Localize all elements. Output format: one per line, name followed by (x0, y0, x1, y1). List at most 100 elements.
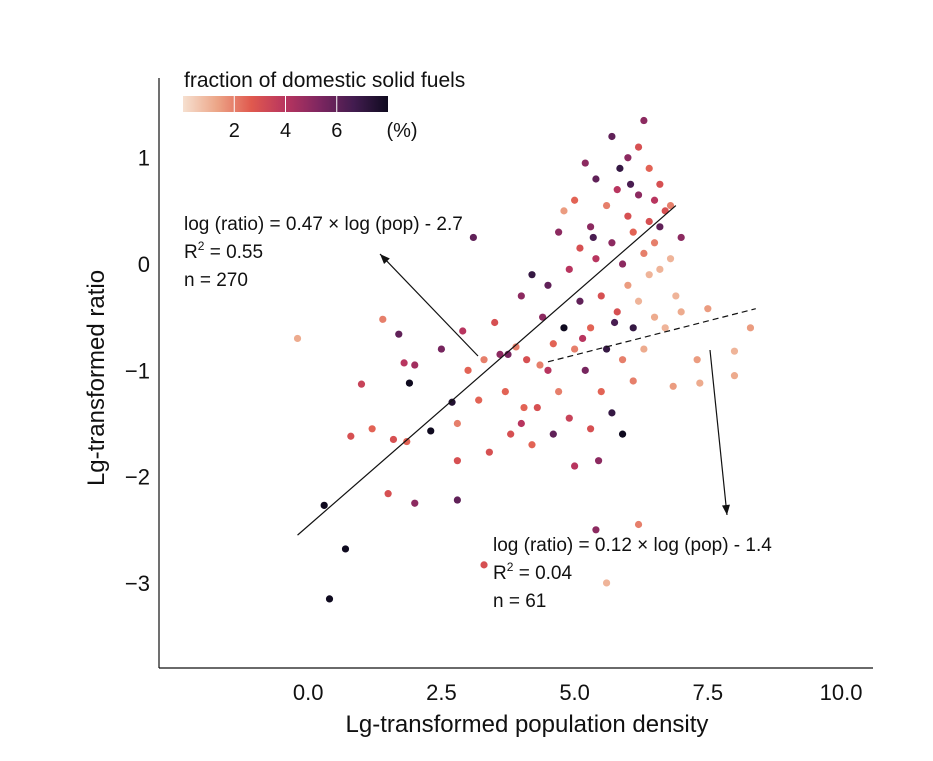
data-point (581, 366, 589, 374)
data-point (610, 318, 619, 327)
data-point (576, 244, 584, 252)
y-tick-label: 1 (138, 146, 150, 171)
data-point (602, 345, 611, 353)
colorbar-tick-label: 6 (331, 120, 342, 142)
data-point (634, 143, 643, 151)
data-point (629, 228, 637, 236)
data-point (608, 239, 616, 247)
data-point (555, 228, 563, 236)
data-point (427, 427, 435, 435)
colorbar-title: fraction of domestic solid fuels (184, 69, 465, 92)
data-point (730, 347, 739, 355)
data-point (746, 324, 755, 332)
arrow-head (380, 254, 390, 264)
data-point (634, 191, 643, 199)
fit-n-1: n = 270 (184, 270, 248, 291)
data-point (485, 448, 493, 456)
data-point (395, 330, 403, 338)
data-point (661, 324, 669, 332)
data-point (640, 345, 648, 353)
data-point (597, 292, 605, 300)
data-point (560, 207, 568, 215)
data-point (618, 260, 627, 268)
fit-n-2: n = 61 (493, 591, 546, 612)
data-point (592, 255, 600, 263)
data-point (411, 499, 419, 507)
r2-label: R (184, 242, 198, 263)
data-point (645, 271, 653, 279)
data-point (640, 249, 648, 258)
data-point (405, 379, 414, 387)
data-point (586, 324, 595, 332)
data-point (616, 164, 624, 172)
data-points (293, 116, 755, 603)
arrow-shaft (709, 349, 728, 516)
data-point (520, 403, 528, 412)
data-point (640, 116, 648, 125)
data-point (645, 164, 653, 172)
data-point (576, 297, 584, 305)
data-point (325, 595, 334, 603)
data-point (379, 315, 387, 323)
y-tick-label: 0 (138, 252, 150, 277)
data-point (677, 308, 685, 316)
data-point (629, 377, 637, 385)
r2-label: R (493, 563, 507, 584)
data-point (480, 356, 488, 364)
data-point (517, 292, 525, 300)
data-point (629, 324, 637, 332)
data-point (459, 327, 467, 335)
data-point (618, 430, 627, 438)
fit-line-solid (297, 205, 677, 536)
data-point (677, 233, 685, 242)
data-point (293, 334, 302, 343)
data-point (608, 409, 616, 417)
data-point (656, 265, 664, 273)
r2-value: = 0.55 (204, 242, 263, 263)
data-point (475, 396, 483, 404)
data-point (411, 361, 419, 369)
fit-r2-1: R2 = 0.55 (184, 239, 263, 263)
data-point (602, 201, 611, 210)
data-point (592, 526, 600, 534)
data-point (464, 366, 472, 374)
data-point (347, 432, 355, 440)
data-point (656, 180, 664, 188)
data-point (666, 201, 675, 210)
x-tick-label: 7.5 (693, 680, 724, 705)
data-point (536, 361, 544, 369)
data-point (491, 318, 499, 327)
axes: 0.0 2.5 5.0 7.5 10.0 1 0 −1 −2 −3 (125, 78, 873, 705)
data-point (571, 196, 579, 204)
regression-lines (297, 205, 756, 536)
data-point (626, 180, 635, 188)
data-point (586, 425, 595, 433)
data-point (634, 520, 643, 529)
y-tick-label: −1 (125, 358, 150, 383)
data-point (501, 388, 509, 396)
data-point (512, 343, 520, 351)
fit-arrow-upper (379, 253, 479, 357)
data-point (549, 340, 557, 348)
data-point (496, 350, 504, 358)
arrow-head (721, 504, 730, 515)
data-point (592, 175, 600, 183)
data-point (539, 313, 547, 321)
colorbar-tick-label: 4 (280, 120, 291, 142)
data-point (624, 212, 632, 220)
data-point (669, 382, 677, 390)
data-point (602, 579, 611, 587)
y-tick-label: −2 (125, 465, 150, 490)
data-point (586, 223, 595, 231)
data-point (453, 496, 461, 504)
fit-line-dashed (547, 308, 756, 363)
fit-equation-2: log (ratio) = 0.12 × log (pop) - 1.4 (493, 535, 772, 556)
data-point (597, 388, 605, 396)
data-point (549, 430, 557, 438)
data-point (523, 356, 531, 364)
fit-equation-1: log (ratio) = 0.47 × log (pop) - 2.7 (184, 214, 463, 235)
data-point (533, 403, 541, 412)
data-point (453, 457, 461, 465)
r2-superscript: 2 (198, 239, 205, 253)
